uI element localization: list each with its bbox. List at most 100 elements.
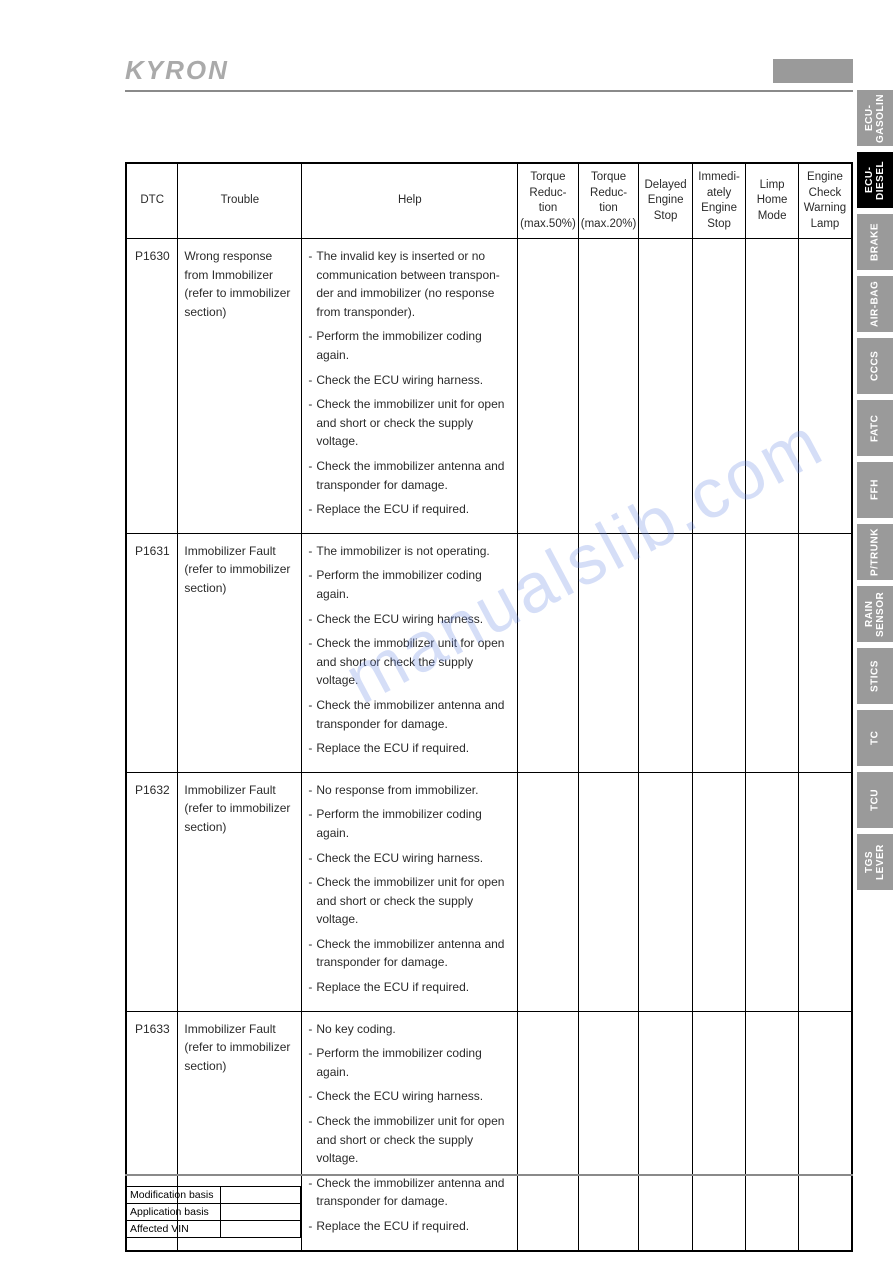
side-tab[interactable]: ECU-GASOLIN (857, 90, 893, 146)
help-item: -Replace the ECU if required. (308, 978, 511, 997)
help-text: Check the ECU wiring harness. (316, 1087, 511, 1106)
cell-empty (798, 772, 852, 1011)
help-text: Perform the immobilizer coding again. (316, 1044, 511, 1081)
side-tab[interactable]: RAIN SENSOR (857, 586, 893, 642)
side-tab[interactable]: TC (857, 710, 893, 766)
dash-icon: - (308, 634, 316, 690)
help-item: -Perform the immobilizer coding again. (308, 327, 511, 364)
cell-help: -The immobilizer is not operating. -Perfo… (302, 533, 518, 772)
dash-icon: - (308, 873, 316, 929)
th-limp-home: Limp Home Mode (746, 163, 799, 239)
dash-icon: - (308, 739, 316, 758)
help-text: Replace the ECU if required. (316, 978, 511, 997)
help-item: -Check the immobilizer unit for open and… (308, 873, 511, 929)
side-tab[interactable]: P/TRUNK (857, 524, 893, 580)
help-text: Check the immobilizer unit for open and … (316, 634, 511, 690)
footer-value (221, 1204, 301, 1221)
help-item: -Check the immobilizer antenna and trans… (308, 696, 511, 733)
help-text: Check the ECU wiring harness. (316, 849, 511, 868)
help-text: No response from immobilizer. (316, 781, 511, 800)
side-tab[interactable]: BRAKE (857, 214, 893, 270)
side-tab[interactable]: TGS LEVER (857, 834, 893, 890)
dash-icon: - (308, 1020, 316, 1039)
footer-row: Modification basis (126, 1187, 301, 1204)
footer-row: Application basis (126, 1204, 301, 1221)
cell-empty (639, 533, 692, 772)
dash-icon: - (308, 696, 316, 733)
help-item: -Perform the immobilizer coding again. (308, 1044, 511, 1081)
footer-value (221, 1187, 301, 1204)
help-item: -Replace the ECU if required. (308, 739, 511, 758)
help-text: No key coding. (316, 1020, 511, 1039)
help-item: -Perform the immobilizer coding again. (308, 566, 511, 603)
cell-empty (692, 239, 745, 534)
help-item: -No key coding. (308, 1020, 511, 1039)
dash-icon: - (308, 371, 316, 390)
th-dtc: DTC (126, 163, 178, 239)
help-text: The invalid key is inserted or no commun… (316, 247, 511, 321)
dash-icon: - (308, 1044, 316, 1081)
dash-icon: - (308, 1112, 316, 1168)
table-row: P1630Wrong response from Immobilizer (re… (126, 239, 852, 534)
dtc-table: DTC Trouble Help Torque Reduc-tion (max.… (125, 162, 853, 1252)
help-item: -Replace the ECU if required. (308, 500, 511, 519)
help-item: -Check the immobilizer antenna and trans… (308, 457, 511, 494)
footer-label: Modification basis (126, 1187, 221, 1204)
cell-empty (746, 772, 799, 1011)
dash-icon: - (308, 247, 316, 321)
side-tab[interactable]: TCU (857, 772, 893, 828)
help-text: Check the immobilizer antenna and transp… (316, 457, 511, 494)
help-item: -Check the ECU wiring harness. (308, 1087, 511, 1106)
cell-empty (692, 533, 745, 772)
help-text: Replace the ECU if required. (316, 500, 511, 519)
dash-icon: - (308, 1087, 316, 1106)
footer-value (221, 1221, 301, 1238)
side-tab[interactable]: AIR-BAG (857, 276, 893, 332)
brand-logo: KYRON (125, 55, 229, 86)
dash-icon: - (308, 805, 316, 842)
dash-icon: - (308, 542, 316, 561)
help-text: Check the immobilizer unit for open and … (316, 395, 511, 451)
cell-empty (639, 239, 692, 534)
cell-dtc: P1631 (126, 533, 178, 772)
page-footer: Modification basisApplication basisAffec… (125, 1174, 853, 1238)
help-item: -Check the immobilizer unit for open and… (308, 634, 511, 690)
side-tab[interactable]: FFH (857, 462, 893, 518)
cell-help: -No response from immobilizer.-Perform t… (302, 772, 518, 1011)
cell-empty (518, 772, 579, 1011)
dash-icon: - (308, 781, 316, 800)
cell-empty (692, 772, 745, 1011)
cell-trouble: Wrong response from Immobilizer (refer t… (178, 239, 302, 534)
header-placeholder-box (773, 59, 853, 83)
help-item: -Check the immobilizer unit for open and… (308, 1112, 511, 1168)
side-tab[interactable]: ECU-DIESEL (857, 152, 893, 208)
help-item: -Check the immobilizer unit for open and… (308, 395, 511, 451)
help-text: Check the immobilizer unit for open and … (316, 873, 511, 929)
th-trouble: Trouble (178, 163, 302, 239)
cell-empty (578, 239, 639, 534)
cell-dtc: P1630 (126, 239, 178, 534)
help-text: Check the ECU wiring harness. (316, 371, 511, 390)
dash-icon: - (308, 395, 316, 451)
dash-icon: - (308, 610, 316, 629)
dash-icon: - (308, 849, 316, 868)
help-item: -No response from immobilizer. (308, 781, 511, 800)
cell-dtc: P1632 (126, 772, 178, 1011)
dash-icon: - (308, 457, 316, 494)
page-header: KYRON (125, 55, 853, 92)
help-item: -The immobilizer is not operating. (308, 542, 511, 561)
side-tab[interactable]: FATC (857, 400, 893, 456)
side-tab[interactable]: STICS (857, 648, 893, 704)
help-text: Check the immobilizer antenna and transp… (316, 696, 511, 733)
help-item: -Check the immobilizer antenna and trans… (308, 935, 511, 972)
th-check-lamp: Engine Check Warning Lamp (798, 163, 852, 239)
help-text: Check the ECU wiring harness. (316, 610, 511, 629)
side-tabs: ECU-GASOLIN ECU-DIESEL BRAKE AIR-BAG CCCS FAT… (857, 90, 893, 890)
help-text: Check the immobilizer antenna and transp… (316, 935, 511, 972)
help-item: -Perform the immobilizer coding again. (308, 805, 511, 842)
side-tab[interactable]: CCCS (857, 338, 893, 394)
th-torque20: Torque Reduc-tion (max.20%) (578, 163, 639, 239)
help-text: Check the immobilizer unit for open and … (316, 1112, 511, 1168)
footer-label: Affected VIN (126, 1221, 221, 1238)
th-help: Help (302, 163, 518, 239)
